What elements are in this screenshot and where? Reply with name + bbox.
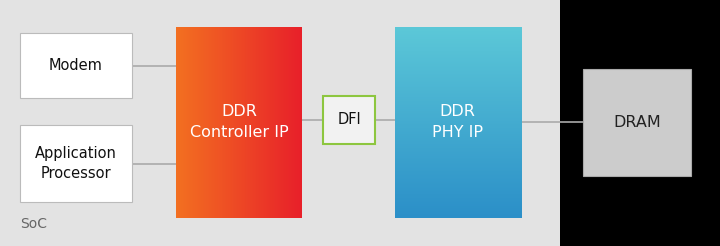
Bar [20,125,132,202]
Bar [323,96,375,144]
Text: Application
Processor: Application Processor [35,146,117,181]
Bar [6,6,557,236]
Text: DDR
PHY IP: DDR PHY IP [432,104,483,140]
Text: DDR
Controller IP: DDR Controller IP [190,104,289,140]
Text: Modem: Modem [49,58,103,73]
Text: SoC: SoC [20,217,48,231]
Bar [20,33,132,98]
Bar [560,0,720,246]
Text: DFI: DFI [338,112,361,127]
Text: DRAM: DRAM [613,115,661,130]
Bar [583,69,691,176]
